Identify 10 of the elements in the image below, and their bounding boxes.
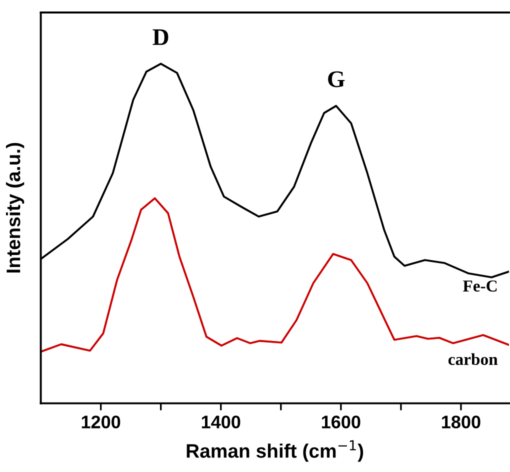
annotation: G [328, 71, 345, 88]
x-tick-label: 1400 [202, 416, 240, 428]
series-label: Fe-C [462, 280, 497, 292]
y-axis-title: Intensity (a.u.) [6, 142, 24, 273]
text: D [152, 29, 168, 45]
x-tick-label: 1200 [82, 416, 120, 428]
x-axis-title: Raman shift (cm$^{−1}$) [186, 440, 364, 462]
x-tick-label: 1800 [442, 416, 480, 428]
x-tick-label: 1600 [322, 416, 360, 428]
series-label: carbon [448, 353, 498, 365]
